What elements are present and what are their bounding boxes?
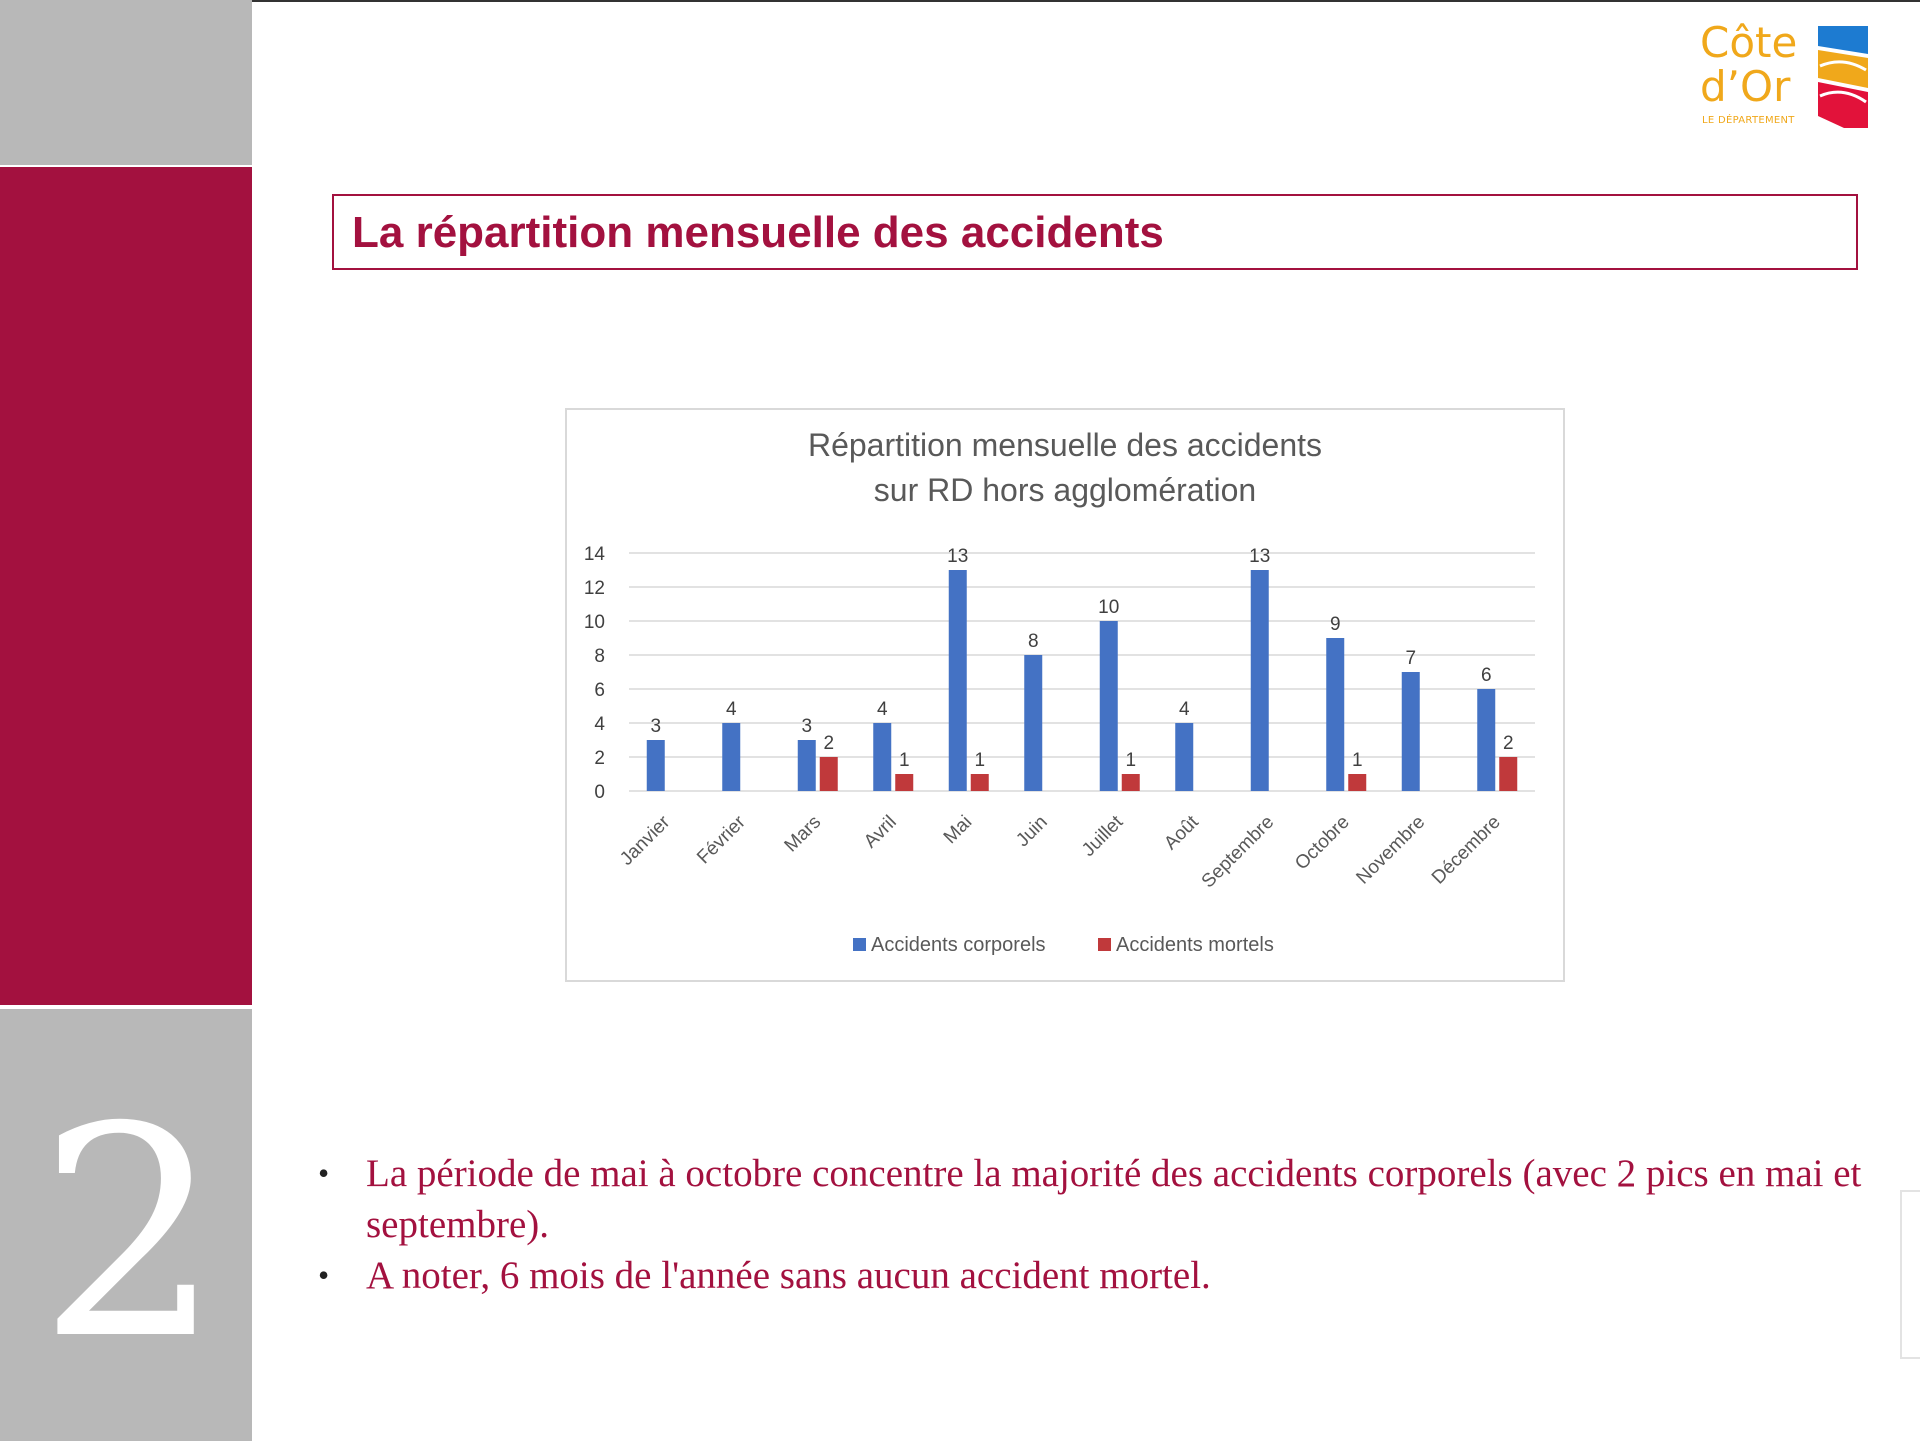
logo-line2: d’Or xyxy=(1700,62,1791,111)
cote-dor-logo: Côte d’Or LE DÉPARTEMENT xyxy=(1700,22,1875,132)
y-tick-label: 10 xyxy=(584,612,605,633)
bar-mortels xyxy=(819,757,838,791)
bar-corporels xyxy=(722,723,741,791)
x-tick-label: Novembre xyxy=(1352,812,1429,889)
data-label: 6 xyxy=(1481,665,1492,686)
chart-title-line: Répartition mensuelle des accidents xyxy=(808,427,1322,463)
bullet-dot-icon: • xyxy=(318,1155,330,1191)
logo-line1: Côte xyxy=(1700,18,1798,67)
bullet-list: • La période de mai à octobre concentre … xyxy=(318,1148,1880,1301)
x-tick-label: Mai xyxy=(940,812,977,849)
data-label: 3 xyxy=(650,716,661,737)
data-label: 1 xyxy=(899,750,910,771)
data-label: 1 xyxy=(1352,750,1363,771)
y-tick-label: 4 xyxy=(594,714,605,735)
x-tick-label: Avril xyxy=(860,812,901,853)
x-tick-label: Septembre xyxy=(1198,812,1279,893)
y-tick-label: 6 xyxy=(594,680,605,701)
left-band-bottom xyxy=(0,1009,252,1441)
chart-frame: Répartition mensuelle des accidents sur R… xyxy=(565,408,1565,982)
bar-corporels xyxy=(873,723,892,791)
data-label: 13 xyxy=(947,546,968,567)
bar-mortels xyxy=(1348,774,1367,791)
legend-swatch xyxy=(1098,938,1111,951)
bullet-text-1: La période de mai à octobre concentre la… xyxy=(366,1152,1862,1246)
data-label: 4 xyxy=(877,699,888,720)
bar-corporels xyxy=(1401,672,1420,791)
chart-title-line: sur RD hors agglomération xyxy=(874,472,1256,508)
left-band-top xyxy=(0,0,252,165)
bar-mortels xyxy=(1499,757,1518,791)
side-panel-edge[interactable] xyxy=(1900,1190,1920,1359)
legend-swatch xyxy=(853,938,866,951)
logo-flag-icon xyxy=(1818,26,1868,128)
x-tick-label: Juillet xyxy=(1078,811,1128,861)
data-label: 9 xyxy=(1330,614,1341,635)
data-label: 4 xyxy=(726,699,737,720)
data-label: 3 xyxy=(801,716,812,737)
data-label: 2 xyxy=(1503,733,1514,754)
data-label: 1 xyxy=(974,750,985,771)
bar-corporels xyxy=(1250,570,1269,791)
x-tick-label: Août xyxy=(1160,811,1203,854)
bar-corporels xyxy=(1175,723,1194,791)
slide-title-box: La répartition mensuelle des accidents xyxy=(332,194,1858,270)
bar-chart: Répartition mensuelle des accidents sur R… xyxy=(584,427,1535,956)
bullet-item-2: • A noter, 6 mois de l'année sans aucun … xyxy=(318,1250,1880,1301)
bullet-text-2: A noter, 6 mois de l'année sans aucun ac… xyxy=(366,1254,1211,1297)
y-tick-label: 14 xyxy=(584,544,606,565)
x-tick-label: Février xyxy=(693,811,750,868)
bar-corporels xyxy=(1099,621,1118,791)
x-tick-label: Juin xyxy=(1012,812,1051,851)
data-label: 2 xyxy=(823,733,834,754)
bar-mortels xyxy=(970,774,989,791)
bar-corporels xyxy=(646,740,665,791)
x-tick-label: Octobre xyxy=(1291,812,1354,875)
bar-corporels xyxy=(1326,638,1345,791)
bar-corporels xyxy=(1477,689,1496,791)
y-tick-label: 12 xyxy=(584,578,605,599)
x-tick-label: Janvier xyxy=(616,811,675,870)
data-label: 4 xyxy=(1179,699,1190,720)
window-top-border xyxy=(0,0,1920,2)
play-icon[interactable] xyxy=(252,1370,278,1396)
y-tick-label: 0 xyxy=(594,782,605,803)
x-tick-label: Mars xyxy=(781,812,826,857)
bar-mortels xyxy=(1121,774,1140,791)
legend-entry: Accidents mortels xyxy=(1116,934,1274,956)
bar-corporels xyxy=(948,570,967,791)
data-label: 7 xyxy=(1405,648,1416,669)
bar-mortels xyxy=(895,774,914,791)
slide-number: 2 xyxy=(37,1066,223,1403)
data-label: 8 xyxy=(1028,631,1039,652)
bar-corporels xyxy=(797,740,816,791)
data-label: 1 xyxy=(1125,750,1136,771)
bullet-item-1: • La période de mai à octobre concentre … xyxy=(318,1148,1880,1250)
y-tick-label: 8 xyxy=(594,646,605,667)
slide-title: La répartition mensuelle des accidents xyxy=(352,208,1164,257)
bar-corporels xyxy=(1024,655,1043,791)
legend-entry: Accidents corporels xyxy=(871,934,1046,956)
bullet-dot-icon: • xyxy=(318,1257,330,1293)
left-band-accent xyxy=(0,167,252,1005)
logo-subtitle: LE DÉPARTEMENT xyxy=(1702,115,1795,126)
data-label: 13 xyxy=(1249,546,1270,567)
data-label: 10 xyxy=(1098,597,1119,618)
y-tick-label: 2 xyxy=(594,748,605,769)
x-tick-label: Décembre xyxy=(1428,812,1505,889)
